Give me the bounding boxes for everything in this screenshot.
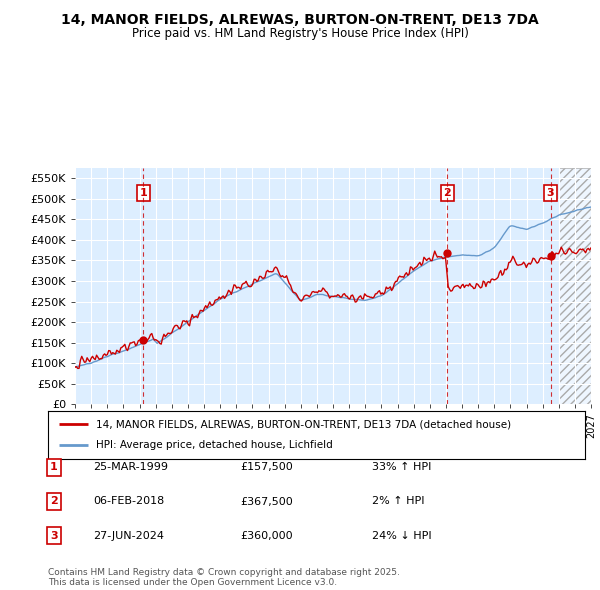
Text: 33% ↑ HPI: 33% ↑ HPI [372,463,431,472]
Text: 14, MANOR FIELDS, ALREWAS, BURTON-ON-TRENT, DE13 7DA (detached house): 14, MANOR FIELDS, ALREWAS, BURTON-ON-TRE… [97,419,511,429]
Text: 14, MANOR FIELDS, ALREWAS, BURTON-ON-TRENT, DE13 7DA: 14, MANOR FIELDS, ALREWAS, BURTON-ON-TRE… [61,13,539,27]
Text: 06-FEB-2018: 06-FEB-2018 [93,497,164,506]
Text: 2% ↑ HPI: 2% ↑ HPI [372,497,425,506]
Text: HPI: Average price, detached house, Lichfield: HPI: Average price, detached house, Lich… [97,441,333,451]
Text: 3: 3 [50,531,58,540]
Text: 1: 1 [139,188,147,198]
Text: 3: 3 [547,188,554,198]
Text: 2: 2 [50,497,58,506]
Text: £360,000: £360,000 [240,531,293,540]
Text: 24% ↓ HPI: 24% ↓ HPI [372,531,431,540]
Bar [559,168,591,404]
Text: £367,500: £367,500 [240,497,293,506]
Text: 27-JUN-2024: 27-JUN-2024 [93,531,164,540]
Text: 2: 2 [443,188,451,198]
Bar [559,168,591,404]
Text: Contains HM Land Registry data © Crown copyright and database right 2025.
This d: Contains HM Land Registry data © Crown c… [48,568,400,587]
Text: £157,500: £157,500 [240,463,293,472]
Text: 25-MAR-1999: 25-MAR-1999 [93,463,168,472]
Text: 1: 1 [50,463,58,472]
Text: Price paid vs. HM Land Registry's House Price Index (HPI): Price paid vs. HM Land Registry's House … [131,27,469,40]
